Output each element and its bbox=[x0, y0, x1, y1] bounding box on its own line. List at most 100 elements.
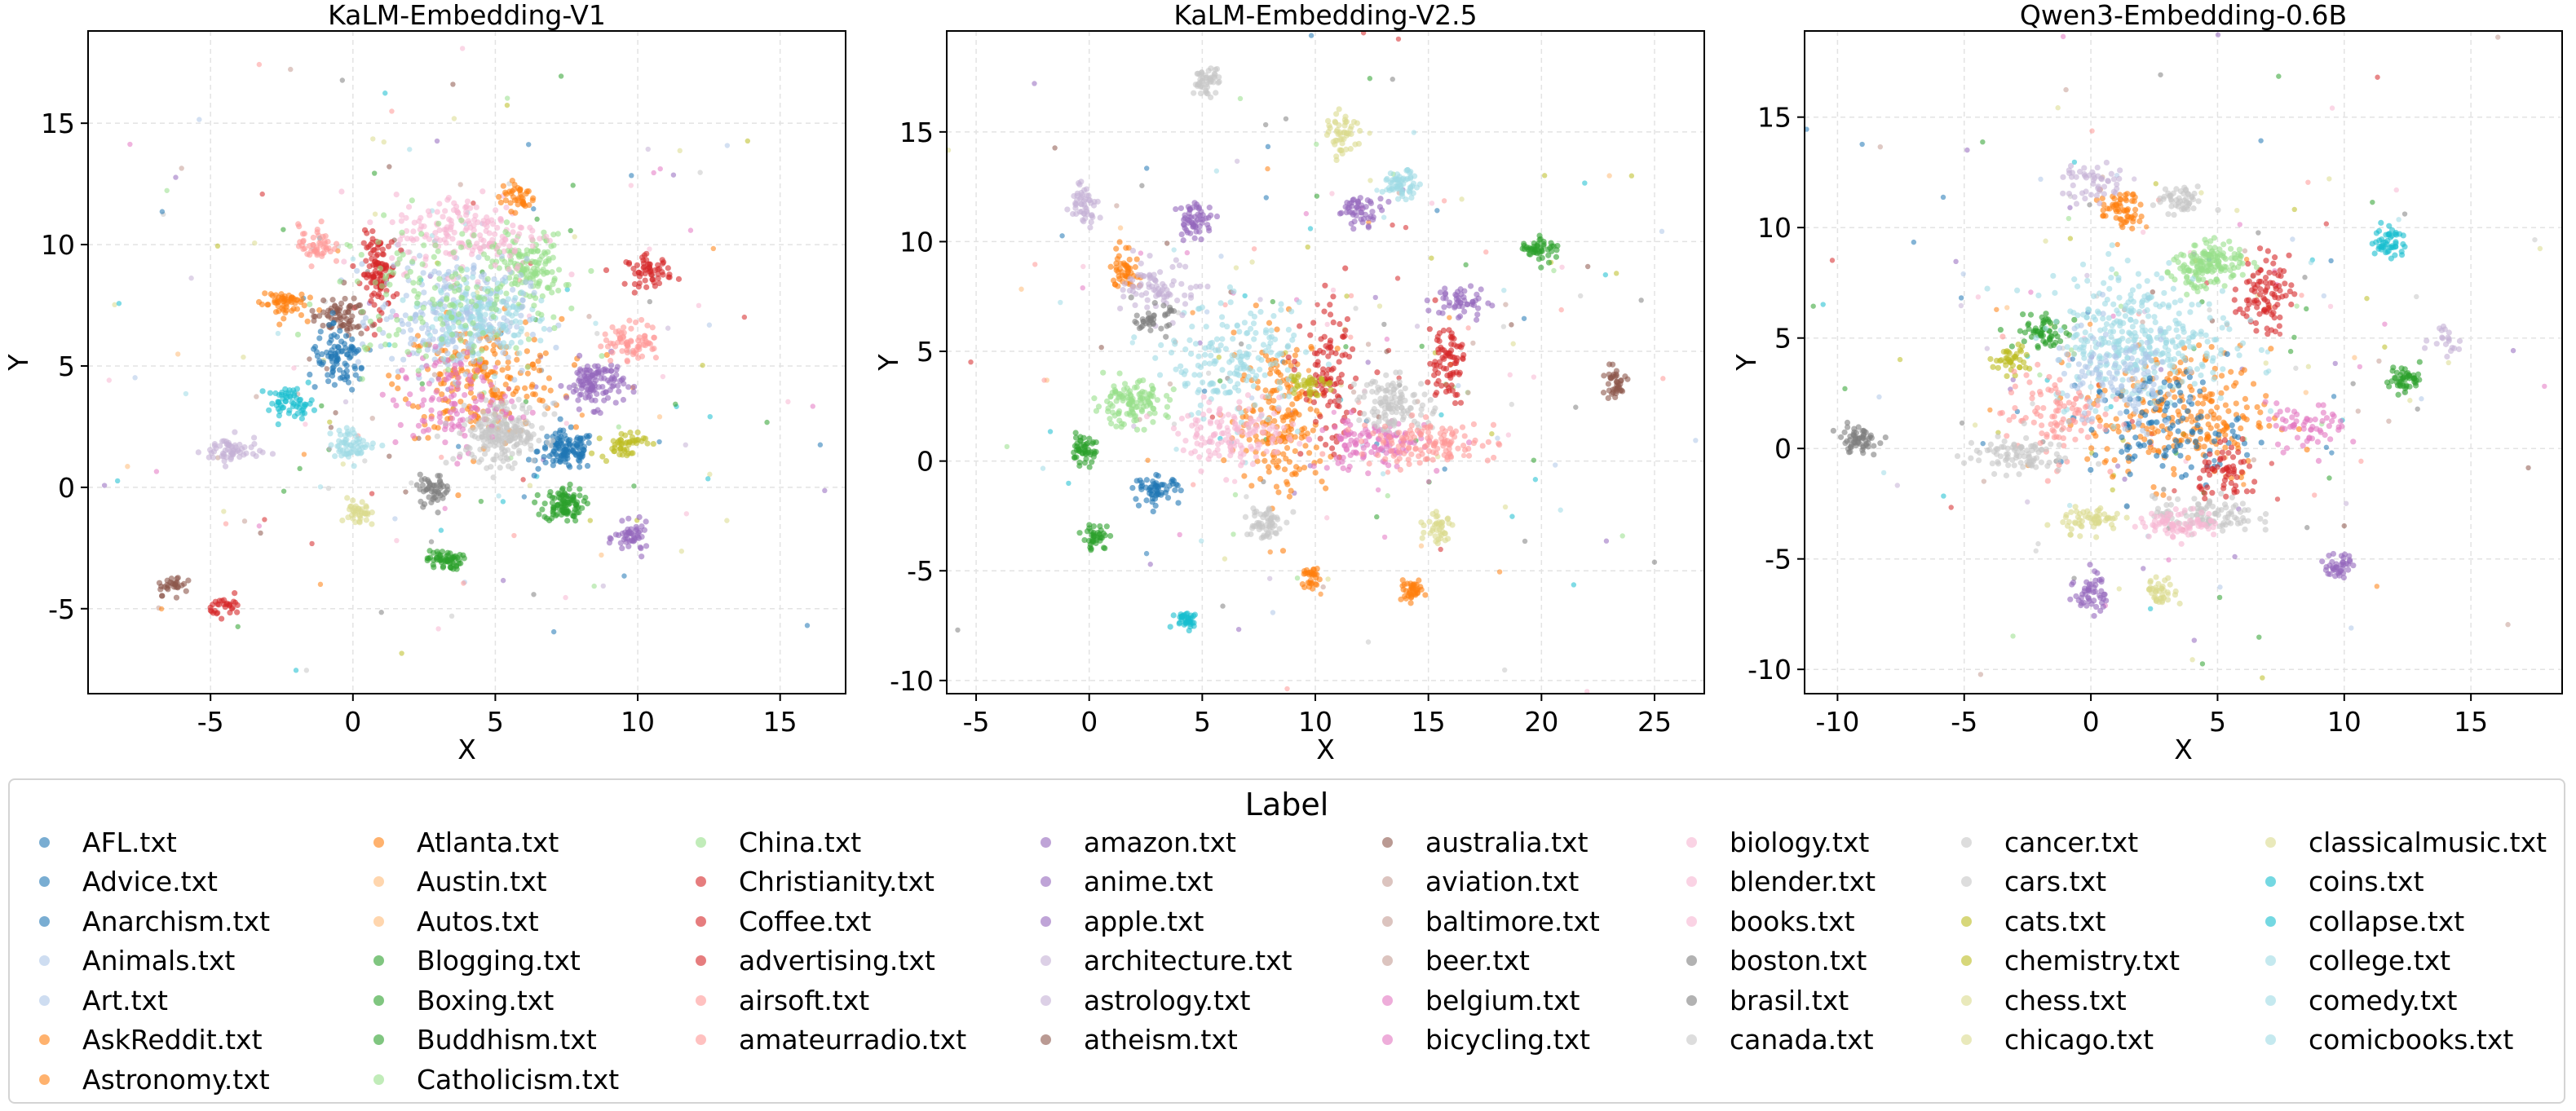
scatter-point bbox=[1310, 463, 1317, 470]
scatter-point bbox=[351, 364, 358, 370]
scatter-point bbox=[289, 399, 295, 405]
scatter-point bbox=[395, 327, 402, 333]
scatter-point bbox=[628, 325, 634, 332]
scatter-point bbox=[479, 324, 485, 330]
scatter-point bbox=[1531, 457, 1537, 463]
scatter-point bbox=[400, 297, 406, 303]
scatter-point bbox=[307, 356, 312, 362]
scatter-point bbox=[1089, 459, 1095, 465]
scatter-point bbox=[516, 187, 524, 194]
scatter-point bbox=[461, 276, 467, 283]
scatter-point bbox=[530, 195, 537, 201]
scatter-point bbox=[1161, 482, 1168, 488]
scatter-point bbox=[499, 233, 506, 240]
scatter-point bbox=[1116, 276, 1123, 282]
scatter-point bbox=[1441, 198, 1447, 204]
scatter-point bbox=[634, 262, 641, 268]
scatter-point bbox=[1064, 206, 1071, 213]
scatter-point bbox=[1365, 359, 1371, 365]
scatter-point bbox=[1447, 315, 1452, 320]
scatter-point bbox=[444, 295, 450, 302]
scatter-point bbox=[1603, 538, 1610, 544]
scatter-point bbox=[354, 278, 361, 284]
scatter-point bbox=[1234, 323, 1240, 329]
scatter-point bbox=[1448, 382, 1455, 389]
scatter-point bbox=[502, 381, 509, 388]
scatter-point bbox=[419, 386, 426, 392]
scatter-point bbox=[490, 314, 497, 320]
scatter-point bbox=[468, 336, 475, 342]
scatter-point bbox=[276, 308, 282, 315]
scatter-point bbox=[1354, 450, 1360, 456]
scatter-point bbox=[421, 397, 427, 403]
scatter-point bbox=[438, 454, 444, 461]
scatter-point bbox=[400, 356, 407, 363]
scatter-point bbox=[362, 458, 368, 464]
scatter-point bbox=[305, 379, 312, 386]
scatter-point bbox=[481, 296, 488, 302]
scatter-point bbox=[478, 417, 485, 423]
scatter-point bbox=[650, 440, 656, 447]
scatter-point bbox=[300, 246, 307, 253]
scatter-point bbox=[1213, 90, 1219, 96]
scatter-point bbox=[1164, 495, 1172, 501]
scatter-point bbox=[1365, 215, 1372, 222]
scatter-point bbox=[538, 298, 545, 304]
scatter-point bbox=[538, 425, 546, 431]
scatter-point bbox=[484, 276, 491, 282]
scatter-point bbox=[593, 377, 599, 384]
scatter-point bbox=[1531, 374, 1537, 380]
scatter-point bbox=[530, 457, 537, 464]
scatter-cluster bbox=[413, 471, 451, 516]
scatter-point bbox=[571, 382, 577, 389]
scatter-point bbox=[1235, 626, 1242, 633]
scatter-point bbox=[1441, 355, 1447, 363]
scatter-point bbox=[248, 444, 254, 451]
scatter-point bbox=[269, 400, 276, 407]
scatter-point bbox=[546, 517, 553, 524]
scatter-point bbox=[1361, 411, 1368, 417]
scatter-point bbox=[259, 191, 265, 197]
scatter-point bbox=[577, 352, 583, 359]
scatter-point bbox=[1131, 384, 1138, 390]
scatter-point bbox=[343, 362, 350, 369]
scatter-point bbox=[1265, 464, 1272, 470]
scatter-point bbox=[493, 364, 498, 370]
scatter-point bbox=[1434, 381, 1440, 387]
scatter-point bbox=[1376, 303, 1383, 309]
scatter-point bbox=[236, 441, 243, 448]
scatter-point bbox=[852, 509, 857, 514]
scatter-point bbox=[484, 214, 490, 221]
scatter-point bbox=[331, 343, 338, 350]
scatter-point bbox=[1434, 333, 1441, 340]
scatter-point bbox=[285, 298, 291, 305]
scatter-point bbox=[1202, 345, 1208, 351]
scatter-point bbox=[532, 391, 538, 398]
scatter-point bbox=[1374, 187, 1380, 193]
scatter-point bbox=[529, 331, 537, 338]
scatter-point bbox=[455, 319, 462, 326]
scatter-point bbox=[296, 223, 303, 230]
scatter-point bbox=[441, 284, 448, 290]
scatter-point bbox=[1149, 496, 1156, 502]
scatter-point bbox=[1144, 395, 1151, 401]
scatter-point bbox=[625, 543, 632, 549]
scatter-point bbox=[304, 318, 311, 324]
scatter-point bbox=[281, 302, 287, 309]
scatter-point bbox=[505, 359, 511, 365]
scatter-point bbox=[1270, 387, 1277, 394]
scatter-point bbox=[1233, 265, 1239, 271]
scatter-point bbox=[594, 390, 600, 397]
scatter-point bbox=[340, 461, 346, 467]
scatter-point bbox=[165, 586, 171, 593]
scatter-point bbox=[1327, 311, 1334, 318]
scatter-point bbox=[514, 324, 520, 330]
scatter-point bbox=[422, 353, 430, 359]
scatter-point bbox=[568, 305, 575, 311]
scatter-point bbox=[508, 209, 515, 215]
scatter-point bbox=[288, 66, 294, 73]
scatter-point bbox=[256, 523, 263, 529]
scatter-point bbox=[1385, 470, 1391, 475]
scatter-point bbox=[1265, 393, 1271, 399]
scatter-point bbox=[502, 278, 509, 285]
